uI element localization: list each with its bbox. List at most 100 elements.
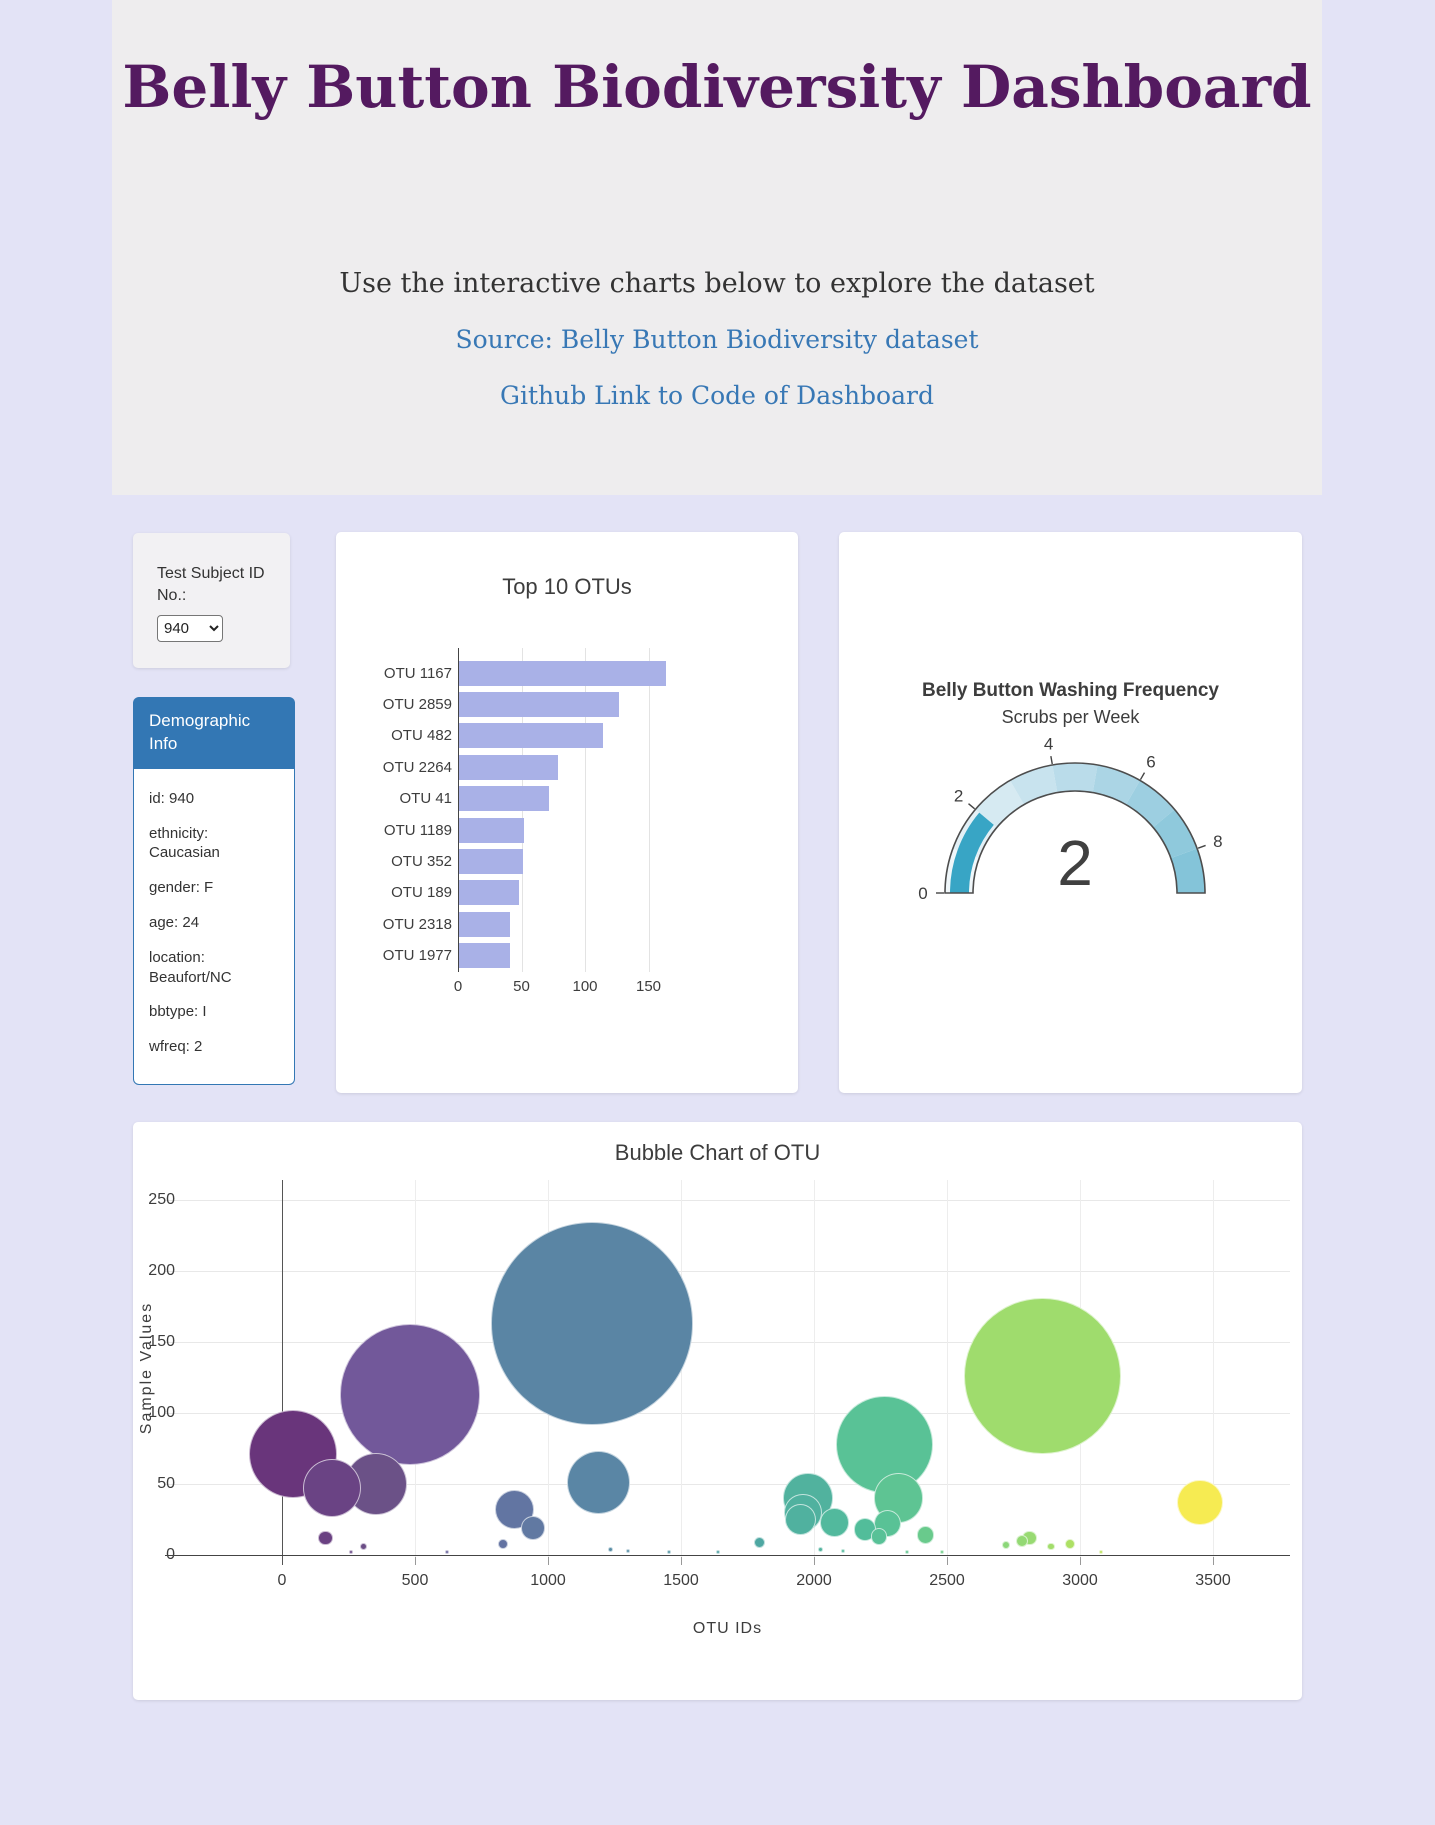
bubble-marker[interactable]: [359, 1542, 368, 1551]
bubble-marker[interactable]: [870, 1528, 887, 1545]
bar-chart-panel[interactable]: Top 10 OTUs OTU 1167 OTU 2859 OTU 482 OTU 2…: [336, 532, 798, 1093]
bar-category-label: OTU 1189: [383, 821, 452, 839]
gauge-tick: [1139, 772, 1146, 780]
bubble-marker[interactable]: [349, 1550, 354, 1555]
demographic-header: Demographic Info: [133, 697, 295, 769]
gauge-tick-label: 6: [1146, 752, 1155, 771]
bar-category-label: OTU 2264: [382, 758, 452, 776]
bubble-x-tick-label: 2000: [796, 1572, 832, 1589]
bubble-y-tick-label: 250: [148, 1191, 175, 1208]
gauge-tick: [1050, 755, 1053, 765]
demographic-item: age: 24: [149, 914, 200, 932]
bubble-marker[interactable]: [1047, 1542, 1055, 1551]
bar[interactable]: [459, 691, 620, 717]
bubble-chart-panel[interactable]: Bubble Chart of OTU 05010015020025005001…: [133, 1122, 1302, 1700]
bar-gridline: [585, 648, 586, 972]
bubble-marker[interactable]: [625, 1548, 630, 1553]
gauge-chart: 0 2 4 6 8 2: [918, 734, 1222, 903]
bar-chart-title: Top 10 OTUs: [502, 574, 632, 599]
bubble-marker[interactable]: [916, 1526, 935, 1544]
bubble-gridline-h: [165, 1413, 1290, 1414]
page-subtitle: Use the interactive charts below to expl…: [339, 268, 1095, 299]
gauge-tick: [1197, 844, 1206, 849]
bubble-marker[interactable]: [1176, 1479, 1223, 1526]
bubble-marker[interactable]: [785, 1504, 817, 1535]
bar[interactable]: [459, 754, 559, 780]
subject-select[interactable]: 940: [157, 615, 223, 642]
bar-category-label: OTU 1167: [383, 664, 452, 682]
bubble-y-tick-label: 0: [133, 1546, 175, 1564]
bubble-marker[interactable]: [497, 1538, 508, 1549]
bubble-marker[interactable]: [964, 1297, 1121, 1455]
bubble-gridline-h: [165, 1271, 1290, 1272]
gauge-step: [1126, 780, 1175, 828]
bar-chart-plot: OTU 1167 OTU 2859 OTU 482 OTU 2264 OTU 41 OTU…: [336, 532, 798, 1093]
bubble-marker[interactable]: [1099, 1550, 1104, 1555]
bar[interactable]: [459, 817, 524, 843]
bubble-y-tick-label: 100: [148, 1404, 175, 1421]
gauge-subtitle: Scrubs per Week: [1001, 707, 1140, 727]
page-title: Belly Button Biodiversity Dashboard: [122, 53, 1312, 121]
bubble-x-axis-label: OTU IDs: [692, 1620, 763, 1637]
bubble-x-tick: [415, 1557, 416, 1565]
test-subject-card: Test Subject ID No.: 940: [133, 533, 290, 668]
gauge-chart-panel[interactable]: Belly Button Washing Frequency Scrubs pe…: [839, 532, 1302, 1093]
bubble-marker[interactable]: [521, 1516, 545, 1540]
github-link[interactable]: Github Link to Code of Dashboard: [500, 381, 934, 410]
bubble-chart-plot: 0501001502002500500100015002000250030003…: [133, 1122, 1302, 1700]
gauge-tick-label: 2: [954, 786, 963, 805]
bubble-marker[interactable]: [817, 1546, 823, 1552]
bar[interactable]: [459, 943, 510, 969]
bubble-marker[interactable]: [318, 1530, 334, 1546]
bar[interactable]: [459, 723, 603, 749]
bubble-marker[interactable]: [444, 1550, 449, 1555]
test-subject-label: Test Subject ID No.:: [157, 565, 265, 604]
bubble-marker[interactable]: [905, 1550, 910, 1555]
gauge-tick-label: 8: [1213, 832, 1222, 851]
bubble-marker[interactable]: [841, 1548, 846, 1553]
bubble-marker[interactable]: [608, 1546, 614, 1552]
bar[interactable]: [459, 911, 510, 937]
gauge-value-bar: [950, 812, 994, 893]
bubble-marker[interactable]: [1015, 1534, 1029, 1547]
bar[interactable]: [459, 848, 523, 874]
bubble-marker[interactable]: [1001, 1540, 1011, 1550]
bubble-marker[interactable]: [340, 1324, 481, 1465]
bubble-chart-title: Bubble Chart of OTU: [614, 1140, 821, 1165]
bubble-marker[interactable]: [303, 1459, 362, 1518]
bubble-x-zeroline: [282, 1180, 283, 1565]
bubble-x-tick: [548, 1557, 549, 1565]
header-band: [112, 0, 1322, 495]
bubble-gridline-h: [165, 1200, 1290, 1201]
bar-category-label: OTU 352: [391, 852, 452, 870]
bar-axis-zeroline: [458, 648, 459, 972]
bubble-marker[interactable]: [753, 1536, 766, 1548]
bar[interactable]: [459, 880, 519, 906]
bubble-marker[interactable]: [667, 1550, 672, 1555]
bubble-marker[interactable]: [491, 1222, 694, 1425]
gauge-step: [1052, 763, 1098, 793]
bubble-marker[interactable]: [716, 1550, 721, 1555]
bubble-gridline-h: [165, 1342, 1290, 1343]
demographic-item: wfreq: 2: [149, 1038, 203, 1056]
bubble-x-tick-label: 1000: [530, 1572, 566, 1589]
bar[interactable]: [459, 786, 550, 812]
bubble-y-axis-label: Sample Values: [138, 1301, 155, 1435]
bar-category-label: OTU 2318: [382, 915, 452, 933]
bubble-marker[interactable]: [820, 1508, 849, 1537]
gauge-tick-label: 4: [1044, 734, 1053, 753]
gauge-step: [975, 780, 1024, 828]
demographic-item: id: 940: [149, 789, 195, 807]
source-link[interactable]: Source: Belly Button Biodiversity datase…: [455, 325, 979, 354]
bar[interactable]: [459, 660, 666, 686]
bar-category-label: OTU 41: [399, 790, 452, 808]
bubble-marker[interactable]: [1065, 1538, 1076, 1549]
bubble-marker[interactable]: [566, 1450, 630, 1515]
bubble-y-tick-label: 50: [157, 1475, 175, 1492]
demographic-body: id: 940 ethnicity: Caucasian gender: F age:…: [133, 768, 295, 1086]
bubble-x-tick: [947, 1557, 948, 1565]
bubble-y-zeroline: [165, 1555, 1290, 1556]
demographic-item: bbtype: I: [149, 1003, 207, 1021]
bar-x-tick-label: 50: [513, 978, 530, 995]
bubble-marker[interactable]: [939, 1550, 944, 1555]
